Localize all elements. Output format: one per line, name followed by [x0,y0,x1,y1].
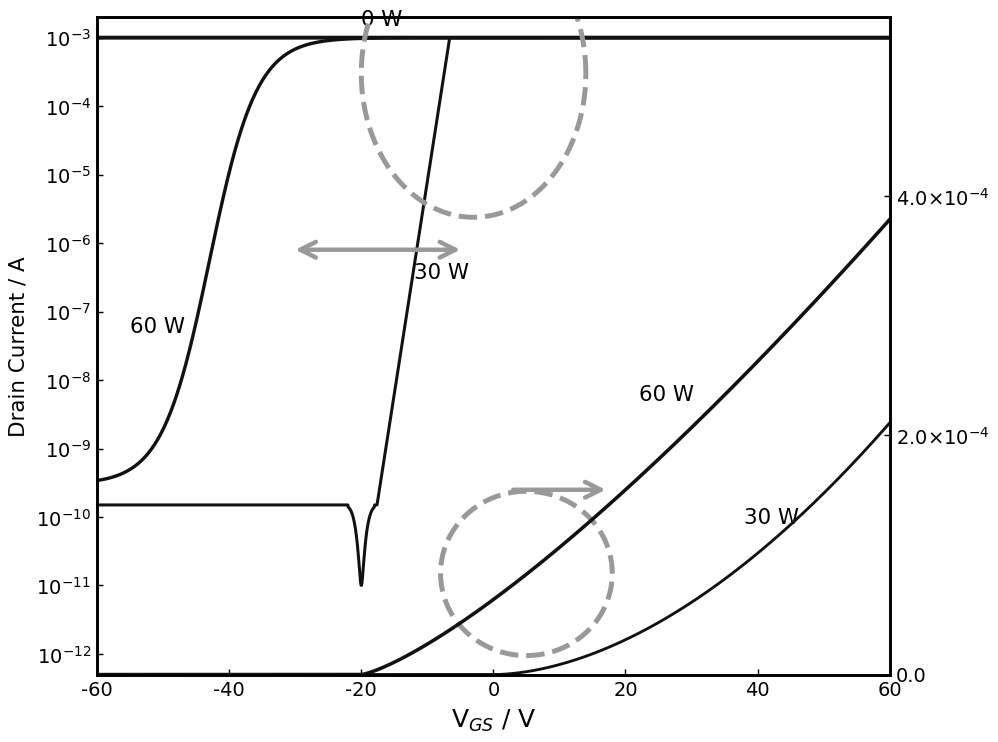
Text: 30 W: 30 W [745,508,799,528]
Y-axis label: Drain Current / A: Drain Current / A [9,256,29,436]
Text: 30 W: 30 W [414,263,469,283]
X-axis label: V$_{GS}$ / V: V$_{GS}$ / V [450,707,536,733]
Text: 0 W: 0 W [361,10,402,30]
Text: 60 W: 60 W [130,316,185,336]
Text: 60 W: 60 W [639,385,694,405]
